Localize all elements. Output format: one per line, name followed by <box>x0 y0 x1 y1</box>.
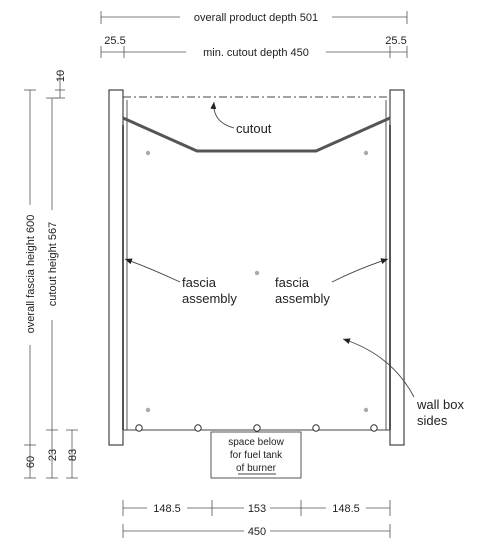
bottom-right-label: 148.5 <box>332 503 360 515</box>
bottom-23-label: 23 <box>47 449 59 461</box>
fixing-dot <box>254 270 260 276</box>
fixing-dot <box>145 407 151 413</box>
bottom-hole <box>253 424 261 432</box>
fixing-dot <box>363 407 369 413</box>
fascia-frame <box>108 89 405 446</box>
top-offset-label: 10 <box>55 70 67 82</box>
space-below-line3: of burner <box>236 463 277 474</box>
wall-box-line1: wall box <box>416 397 464 412</box>
cutout-height-dimension: cutout height 567 <box>45 97 59 431</box>
bottom-total-dimension: 450 <box>122 524 391 538</box>
top-offset-dimension: 10 <box>55 70 67 99</box>
cutout-label: cutout <box>236 121 272 136</box>
overall-fascia-height-dimension: overall fascia height 600 <box>23 89 37 446</box>
space-below-line2: for fuel tank <box>230 450 283 461</box>
bottom-middle-label: 153 <box>248 503 266 515</box>
overall-product-depth-label: overall product depth 501 <box>194 12 318 24</box>
space-below-line1: space below <box>228 437 284 448</box>
side-right-label: 25.5 <box>385 35 406 47</box>
bottom-hole <box>194 424 202 432</box>
bottom-hole <box>312 424 320 432</box>
bottom-hole <box>135 424 143 432</box>
right-post <box>389 89 405 446</box>
wall-box-sides-callout: wall box sides <box>342 338 464 428</box>
bottom-83-label: 83 <box>67 449 79 461</box>
fascia-assembly-left-callout: fascia assembly <box>124 258 237 306</box>
overall-fascia-height-label: overall fascia height 600 <box>25 215 37 334</box>
cutout-outline <box>122 116 391 153</box>
bottom-left-label: 148.5 <box>153 503 181 515</box>
fixing-dot <box>145 150 151 156</box>
fascia-assembly-right-line2: assembly <box>275 291 330 306</box>
fixing-dot <box>363 150 369 156</box>
bottom-hole <box>370 424 378 432</box>
cutout-depth-dimension: 25.5 25.5 min. cutout depth 450 <box>100 35 408 59</box>
side-left-label: 25.5 <box>104 35 125 47</box>
left-post <box>108 89 124 446</box>
bottom-vertical-dimensions: 60 23 83 <box>24 429 79 479</box>
space-below-box: space below for fuel tank of burner <box>210 431 302 479</box>
cutout-callout: cutout <box>210 101 272 136</box>
bottom-segment-dimensions: 148.5 153 148.5 <box>122 500 391 516</box>
cutout-height-label: cutout height 567 <box>47 222 59 306</box>
min-cutout-depth-label: min. cutout depth 450 <box>203 47 309 59</box>
fascia-assembly-right-line1: fascia <box>275 275 310 290</box>
fascia-assembly-left-line2: assembly <box>182 291 237 306</box>
bottom-total-label: 450 <box>248 526 266 538</box>
wall-box-line2: sides <box>417 413 448 428</box>
fascia-assembly-left-line1: fascia <box>182 275 217 290</box>
overall-depth-dimension: overall product depth 501 <box>100 10 408 24</box>
fascia-assembly-right-callout: fascia assembly <box>275 258 389 306</box>
bottom-60-label: 60 <box>25 456 37 468</box>
